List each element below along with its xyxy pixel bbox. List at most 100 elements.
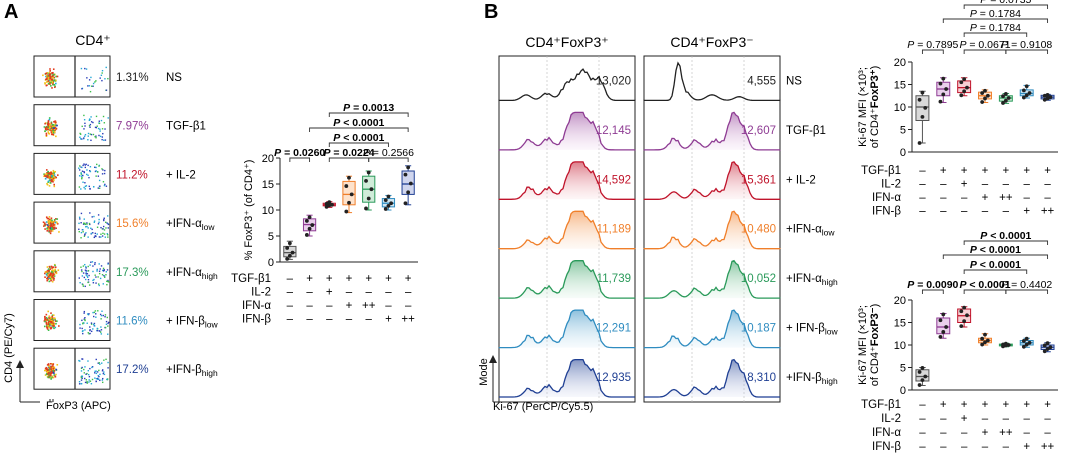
facs-event xyxy=(47,373,49,375)
facs-event xyxy=(49,321,51,324)
facs-event xyxy=(85,185,88,187)
facs-event xyxy=(47,225,50,228)
facs-event xyxy=(96,329,99,332)
comparison-0: P = 0.0090 xyxy=(907,279,959,294)
facs-event xyxy=(80,370,83,372)
facs-event xyxy=(54,318,56,321)
facs-event xyxy=(52,177,55,180)
facs-event xyxy=(102,181,105,183)
facs-event xyxy=(43,272,46,275)
facs-event xyxy=(78,230,80,233)
facs-event xyxy=(48,371,51,374)
facs-event xyxy=(45,373,48,376)
facs-event xyxy=(51,324,54,327)
facs-event xyxy=(53,131,56,133)
table-cell: – xyxy=(1044,179,1051,191)
data-point xyxy=(1042,349,1047,354)
facs-event xyxy=(86,313,89,315)
p-rest: < 0.0001 xyxy=(966,279,1010,291)
facs-event xyxy=(51,179,54,181)
facs-event xyxy=(48,132,51,135)
facs-event xyxy=(82,272,85,274)
y-arrow-head xyxy=(16,360,24,368)
data-point xyxy=(344,184,349,188)
data-point xyxy=(406,190,411,195)
facs-event xyxy=(55,79,57,82)
facs-event xyxy=(84,377,86,380)
facs-event xyxy=(89,380,92,382)
hist-fill-neg xyxy=(644,310,780,348)
facs-event xyxy=(84,188,86,190)
facs-event xyxy=(101,72,103,74)
data-point xyxy=(962,89,967,94)
facs-event xyxy=(96,268,98,271)
data-point xyxy=(962,77,967,81)
facs-event xyxy=(99,331,102,333)
table-cell: – xyxy=(919,165,926,177)
facs-event xyxy=(47,172,50,175)
facs-event xyxy=(99,313,102,316)
facs-event xyxy=(88,313,90,315)
facs-event xyxy=(47,319,50,322)
table-cell: + xyxy=(385,314,392,326)
facs-event xyxy=(91,261,94,263)
hist-condition: NS xyxy=(786,75,802,87)
facs-event xyxy=(102,314,104,317)
facs-event xyxy=(49,68,51,70)
facs-event xyxy=(78,383,81,385)
table-row-label: IL-2 xyxy=(881,179,901,191)
facs-event xyxy=(48,276,51,278)
facs-event xyxy=(86,382,89,384)
facs-event xyxy=(44,276,46,278)
p-rest: = 0.0224 xyxy=(330,147,374,159)
table-cell: – xyxy=(385,300,392,312)
data-point xyxy=(1027,340,1032,345)
facs-event xyxy=(94,274,96,276)
mfi-pos-value: 13,020 xyxy=(596,75,631,87)
facs-event xyxy=(50,131,53,134)
facs-event xyxy=(49,178,51,181)
facs-event xyxy=(51,130,54,133)
facs-event xyxy=(46,172,48,174)
facs-event xyxy=(83,186,85,189)
facs-event xyxy=(85,272,87,275)
box-3 xyxy=(978,88,992,104)
p-italic: P xyxy=(980,0,987,6)
facs-event xyxy=(51,224,54,227)
facs-event xyxy=(93,236,96,239)
p-rest: < 0.0001 xyxy=(340,117,384,129)
data-point xyxy=(985,93,990,98)
facs-event xyxy=(49,220,51,222)
facs-event xyxy=(82,229,84,231)
facs-event xyxy=(94,377,96,379)
facs-event xyxy=(100,226,102,229)
facs-event xyxy=(50,129,52,132)
facs-event xyxy=(50,277,52,280)
facs-event xyxy=(93,186,95,188)
facs-event xyxy=(51,123,53,126)
facs-event xyxy=(105,358,107,361)
facs-event xyxy=(80,231,83,234)
box-3 xyxy=(342,175,356,214)
facs-event xyxy=(58,325,60,327)
facs-event xyxy=(50,369,53,372)
facs-event xyxy=(89,367,91,370)
mfi-neg-value: 10,480 xyxy=(741,224,776,236)
facs-event xyxy=(88,284,91,286)
facs-event xyxy=(45,313,48,316)
facs-event xyxy=(84,329,86,331)
data-point xyxy=(1045,347,1050,351)
data-point xyxy=(965,85,969,90)
facs-event xyxy=(52,129,54,132)
facs-frame xyxy=(33,104,111,147)
facs-event xyxy=(103,269,105,272)
facs-event xyxy=(80,237,82,239)
facs-event xyxy=(52,222,55,224)
facs-event xyxy=(45,369,48,372)
facs-event xyxy=(86,273,89,275)
facs-event xyxy=(55,368,57,371)
facs-event xyxy=(81,327,83,330)
table-cell: + xyxy=(326,273,333,285)
facs-event xyxy=(103,373,106,376)
facs-event xyxy=(98,330,100,332)
